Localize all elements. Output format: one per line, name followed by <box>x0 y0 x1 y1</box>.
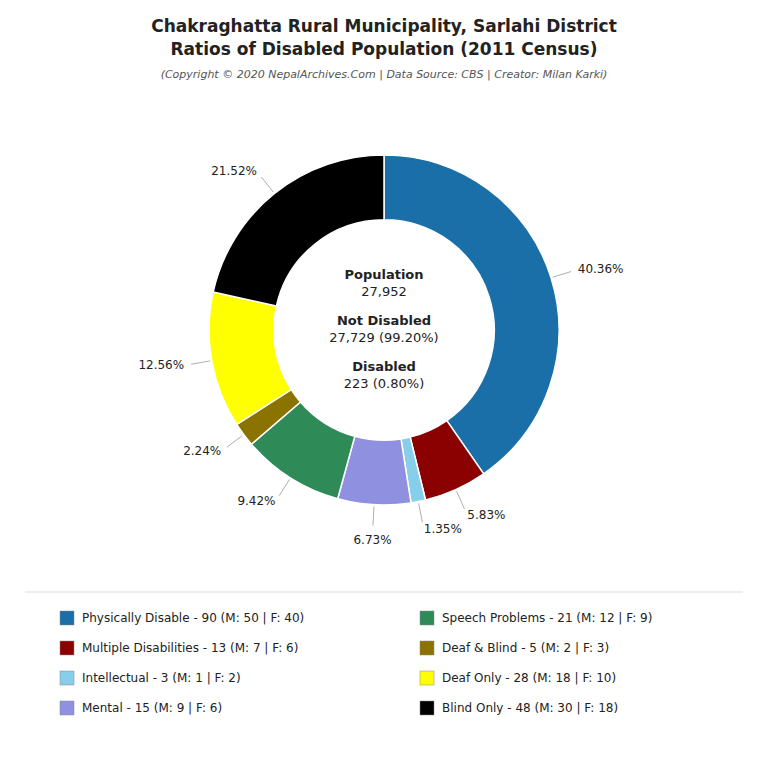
legend-item: Blind Only - 48 (M: 30 | F: 18) <box>420 701 618 716</box>
legend-label: Mental - 15 (M: 9 | F: 6) <box>82 701 222 715</box>
legend-label: Multiple Disabilities - 13 (M: 7 | F: 6) <box>82 641 298 655</box>
annotation: 27,729 (99.20%) <box>329 330 438 345</box>
data-label: 12.56% <box>138 358 184 372</box>
legend-item: Speech Problems - 21 (M: 12 | F: 9) <box>420 611 652 626</box>
leader-line <box>457 491 465 509</box>
legend-label: Intellectual - 3 (M: 1 | F: 2) <box>82 671 241 685</box>
data-label: 40.36% <box>578 262 624 276</box>
legend-swatch <box>420 671 434 685</box>
legend-swatch <box>60 641 74 655</box>
legend-swatch <box>60 671 74 685</box>
donut: 40.36% 5.83% 1.35% 6.73% 9.42% 2.24% 12.56% 21.… <box>138 155 623 547</box>
legend-label: Deaf Only - 28 (M: 18 | F: 10) <box>442 671 616 685</box>
annotation: 27,952 <box>361 284 407 299</box>
legend-swatch <box>420 611 434 625</box>
leader-line <box>191 361 210 364</box>
separator <box>25 592 743 593</box>
data-label: 6.73% <box>353 533 391 547</box>
data-label: 1.35% <box>424 522 462 536</box>
legend: Physically Disable - 90 (M: 50 | F: 40) M… <box>60 611 652 716</box>
data-labels: 40.36% 5.83% 1.35% 6.73% 9.42% 2.24% 12.56% 21.… <box>138 164 623 547</box>
leader-line <box>553 272 571 278</box>
legend-item: Intellectual - 3 (M: 1 | F: 2) <box>60 671 241 686</box>
legend-item: Physically Disable - 90 (M: 50 | F: 40) <box>60 611 304 626</box>
legend-item: Multiple Disabilities - 13 (M: 7 | F: 6) <box>60 641 298 656</box>
slices <box>209 155 559 505</box>
legend-label: Speech Problems - 21 (M: 12 | F: 9) <box>442 611 652 625</box>
center-text: Population 27,952 Not Disabled 27,729 (99.2… <box>329 267 438 391</box>
legend-swatch <box>420 641 434 655</box>
data-label: 9.42% <box>237 494 275 508</box>
annotation: Population <box>344 267 423 282</box>
leader-line <box>227 436 242 448</box>
annotation: 223 (0.80%) <box>344 376 424 391</box>
data-label: 5.83% <box>467 508 505 522</box>
subtitle: (Copyright © 2020 NepalArchives.Com | Da… <box>161 68 608 81</box>
leader-line <box>279 479 289 495</box>
legend-swatch <box>420 701 434 715</box>
legend-swatch <box>60 701 74 715</box>
annotation: Not Disabled <box>337 313 431 328</box>
data-label: 2.24% <box>183 444 221 458</box>
title: Ratios of Disabled Population (2011 Cens… <box>171 39 598 59</box>
legend-label: Deaf & Blind - 5 (M: 2 | F: 3) <box>442 641 609 655</box>
legend-item: Mental - 15 (M: 9 | F: 6) <box>60 701 222 716</box>
leader-line <box>373 506 374 525</box>
slice <box>209 292 291 424</box>
legend-swatch <box>60 611 74 625</box>
legend-item: Deaf Only - 28 (M: 18 | F: 10) <box>420 671 616 686</box>
title: Chakraghatta Rural Municipality, Sarlahi… <box>151 16 617 36</box>
chart: Chakraghatta Rural Municipality, Sarlahi… <box>0 0 768 768</box>
annotation: Disabled <box>352 359 416 374</box>
legend-label: Blind Only - 48 (M: 30 | F: 18) <box>442 701 618 715</box>
legend-item: Deaf & Blind - 5 (M: 2 | F: 3) <box>420 641 609 656</box>
leader-line <box>419 503 423 522</box>
data-label: 21.52% <box>211 164 257 178</box>
leader-line <box>261 177 273 192</box>
legend-label: Physically Disable - 90 (M: 50 | F: 40) <box>82 611 304 625</box>
